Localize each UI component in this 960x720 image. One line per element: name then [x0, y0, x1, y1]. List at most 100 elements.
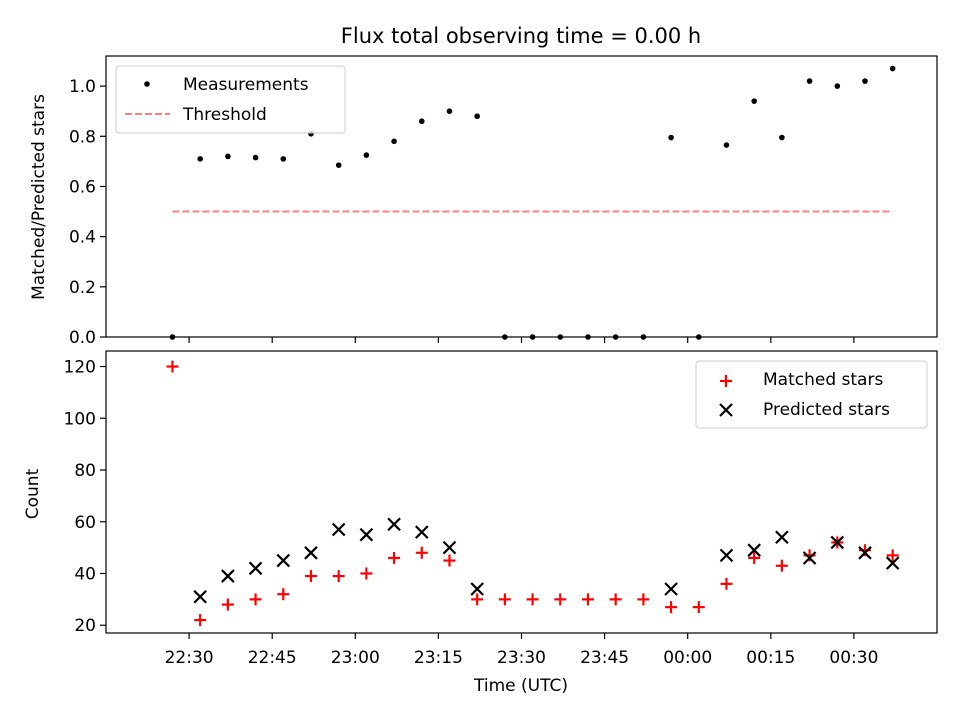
x-tick-label: 23:15: [414, 648, 463, 668]
matched-stars-point: [360, 567, 373, 580]
matched-stars-point: [498, 593, 511, 606]
predicted-stars-point: [359, 527, 374, 542]
measurement-point: [862, 78, 868, 84]
measurement-point: [751, 98, 757, 104]
matched-stars-point: [886, 549, 899, 562]
predicted-stars-point: [442, 540, 457, 555]
matched-stars-point: [637, 593, 650, 606]
top-x-ticks: [188, 337, 855, 343]
measurement-point: [474, 113, 480, 120]
top-y-tick-label: 0.2: [69, 278, 96, 298]
x-tick-label: 00:30: [829, 648, 878, 668]
matched-stars-point: [526, 593, 539, 606]
matched-stars-point: [720, 577, 733, 590]
bottom-y-tick-label: 80: [74, 461, 96, 481]
predicted-stars-point: [858, 546, 872, 560]
matched-stars-point: [748, 551, 761, 564]
top-y-tick-label: 0.8: [69, 127, 96, 147]
bottom-plot-marks: [166, 360, 900, 627]
chart-title: Flux total observing time = 0.00 h: [341, 24, 701, 48]
bottom-panel: 20 40 60 80 100 120 22:30 22:45 23:00 23:15 23:30…: [23, 350, 938, 696]
predicted-stars-point: [331, 522, 346, 537]
bottom-y-tick-label: 120: [64, 358, 96, 378]
top-y-tick-label: 0.6: [69, 177, 96, 197]
top-y-tick-label: 0.0: [69, 328, 96, 348]
matched-stars-point: [554, 593, 567, 606]
measurement-point: [418, 118, 425, 125]
legend-matched-label: Matched stars: [763, 370, 883, 390]
top-panel: 0.0 0.2 0.4 0.6 0.8 1.0 Matched/Predicted sta…: [29, 55, 938, 348]
predicted-stars-point: [885, 556, 900, 570]
bottom-y-axis-label: Count: [23, 468, 43, 519]
legend-measurements-label: Measurements: [183, 75, 309, 95]
top-legend-box: [115, 65, 346, 134]
x-tick-label: 22:45: [248, 648, 297, 668]
matched-stars-point: [194, 614, 207, 627]
x-axis-label: Time (UTC): [473, 676, 568, 696]
legend-matched-marker: [720, 375, 732, 387]
bottom-y-tick-label: 20: [74, 616, 96, 636]
top-y-ticks: 0.0 0.2 0.4 0.6 0.8 1.0: [69, 77, 106, 348]
predicted-stars-point: [470, 582, 484, 596]
top-plot-marks: [169, 65, 896, 340]
matched-stars-point: [166, 360, 179, 373]
matched-stars-point: [609, 593, 622, 606]
bottom-legend: Matched stars Predicted stars: [695, 360, 928, 429]
matched-stars-point: [692, 601, 705, 614]
predicted-stars-point: [193, 590, 207, 604]
legend-threshold-label: Threshold: [182, 105, 267, 125]
legend-predicted-marker: [719, 403, 733, 417]
x-tick-label: 22:30: [165, 648, 214, 668]
bottom-y-tick-label: 100: [64, 409, 96, 429]
measurement-point: [779, 134, 785, 141]
matched-stars-point: [581, 593, 594, 606]
predicted-stars-point: [719, 548, 734, 563]
matched-stars-point: [443, 554, 456, 567]
matched-stars-point: [304, 570, 317, 583]
legend-predicted-label: Predicted stars: [763, 400, 890, 420]
predicted-stars-point: [747, 543, 761, 557]
x-tick-label: 00:15: [746, 648, 795, 668]
matched-stars-point: [249, 593, 262, 606]
legend-measurements-marker: [144, 81, 150, 87]
measurement-point: [363, 152, 370, 158]
bottom-x-ticks: 22:30 22:45 23:00 23:15 23:30 23:45 00:00 00:15…: [165, 633, 878, 668]
measurement-point: [225, 153, 231, 160]
predicted-stars-point: [415, 525, 429, 539]
measurement-point: [197, 156, 203, 162]
measurement-point: [446, 108, 453, 114]
matched-stars-point: [775, 559, 788, 572]
matched-stars-point: [332, 570, 345, 583]
predicted-stars-point: [276, 553, 291, 568]
bottom-y-ticks: 20 40 60 80 100 120: [64, 358, 106, 636]
matched-stars-point: [665, 601, 678, 614]
bottom-legend-box: [695, 360, 928, 429]
measurement-point: [889, 65, 896, 72]
predicted-stars-point: [221, 569, 235, 583]
top-y-axis-label: Matched/Predicted stars: [29, 94, 49, 300]
bottom-y-tick-label: 60: [74, 513, 96, 533]
top-y-tick-label: 1.0: [69, 77, 96, 97]
measurement-point: [723, 142, 730, 148]
matched-stars-point: [471, 593, 484, 606]
predicted-stars-point: [802, 551, 817, 565]
measurement-point: [280, 156, 287, 162]
matched-stars-point: [221, 598, 234, 611]
x-tick-label: 23:30: [497, 648, 546, 668]
predicted-stars-point: [664, 582, 678, 596]
measurement-point: [806, 78, 813, 84]
predicted-stars-point: [830, 535, 845, 550]
measurement-point: [335, 162, 342, 168]
predicted-stars-point: [775, 530, 789, 545]
top-y-tick-label: 0.4: [69, 228, 96, 248]
predicted-stars-point: [387, 517, 401, 532]
x-tick-label: 23:45: [580, 648, 629, 668]
predicted-stars-point: [304, 546, 318, 560]
measurement-point: [834, 83, 841, 89]
top-legend: Measurements Threshold: [115, 65, 346, 134]
predicted-stars-point: [248, 561, 263, 576]
bottom-y-tick-label: 40: [74, 564, 96, 584]
matched-stars-point: [388, 551, 401, 564]
measurement-point: [668, 134, 674, 141]
